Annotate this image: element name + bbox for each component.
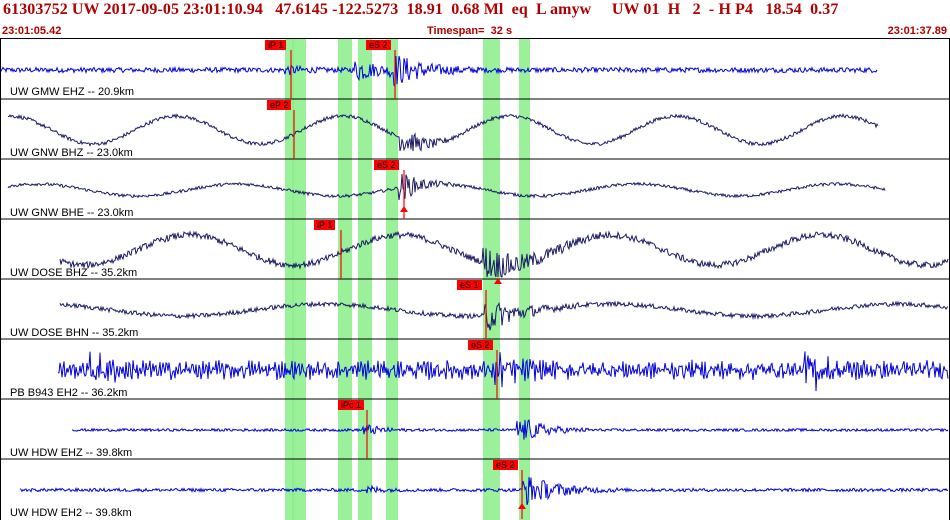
channel-label-b943-eh2: PB B943 EH2 -- 36.2km (10, 387, 128, 399)
waveform-trace (57, 351, 949, 392)
event-header: 61303752 UW 2017-09-05 23:01:10.94 47.61… (0, 0, 950, 39)
pick-flag[interactable]: iPc 1 (338, 400, 365, 410)
pick-flag[interactable]: eS 2 (493, 460, 518, 470)
waveform-trace (59, 230, 949, 278)
channel-label-gnw-bhe: UW GNW BHE -- 23.0km (10, 207, 134, 219)
event-summary: 61303752 UW 2017-09-05 23:01:10.94 47.61… (3, 1, 839, 18)
pick-flag[interactable]: iP 1 (265, 40, 287, 50)
channel-label-hdw-eh2: UW HDW EH2 -- 39.8km (10, 507, 132, 519)
pick-triangle (400, 206, 408, 212)
end-time: 23:01:37.89 (887, 25, 947, 37)
pick-flag[interactable]: iP 1 (314, 220, 336, 230)
channel-label-hdw-ehz: UW HDW EHZ -- 39.8km (10, 447, 133, 459)
pick-flag[interactable]: eS 2 (468, 340, 493, 350)
waveform-trace (7, 113, 879, 152)
waveform-trace (71, 419, 949, 440)
waveform-trace (19, 477, 949, 506)
seismogram-panels[interactable]: UW GMW EHZ -- 20.9km UW GNW BHZ -- 23.0k… (0, 39, 950, 520)
timespan: Timespan= 32 s (427, 25, 513, 37)
waveform-trace (59, 300, 949, 331)
pick-triangle (518, 503, 526, 509)
pick-flag[interactable]: eS 2 (374, 160, 399, 170)
waveform-trace (7, 174, 886, 201)
pick-flag[interactable]: eP 2 (267, 100, 292, 110)
channel-label-dose-bhn: UW DOSE BHN -- 35.2km (10, 327, 139, 339)
pick-flag[interactable]: eS 2 (366, 40, 391, 50)
channel-label-gnw-bhz: UW GNW BHZ -- 23.0km (10, 147, 133, 159)
channel-label-dose-bhz: UW DOSE BHZ -- 35.2km (10, 267, 138, 279)
pick-flag[interactable]: eS 1 (457, 280, 482, 290)
start-time: 23:01:05.42 (2, 25, 62, 37)
waveform-trace (0, 55, 878, 88)
pick-triangle (494, 278, 502, 284)
waveform-canvas[interactable] (0, 39, 950, 520)
channel-label-gmw-ehz: UW GMW EHZ -- 20.9km (10, 86, 135, 98)
